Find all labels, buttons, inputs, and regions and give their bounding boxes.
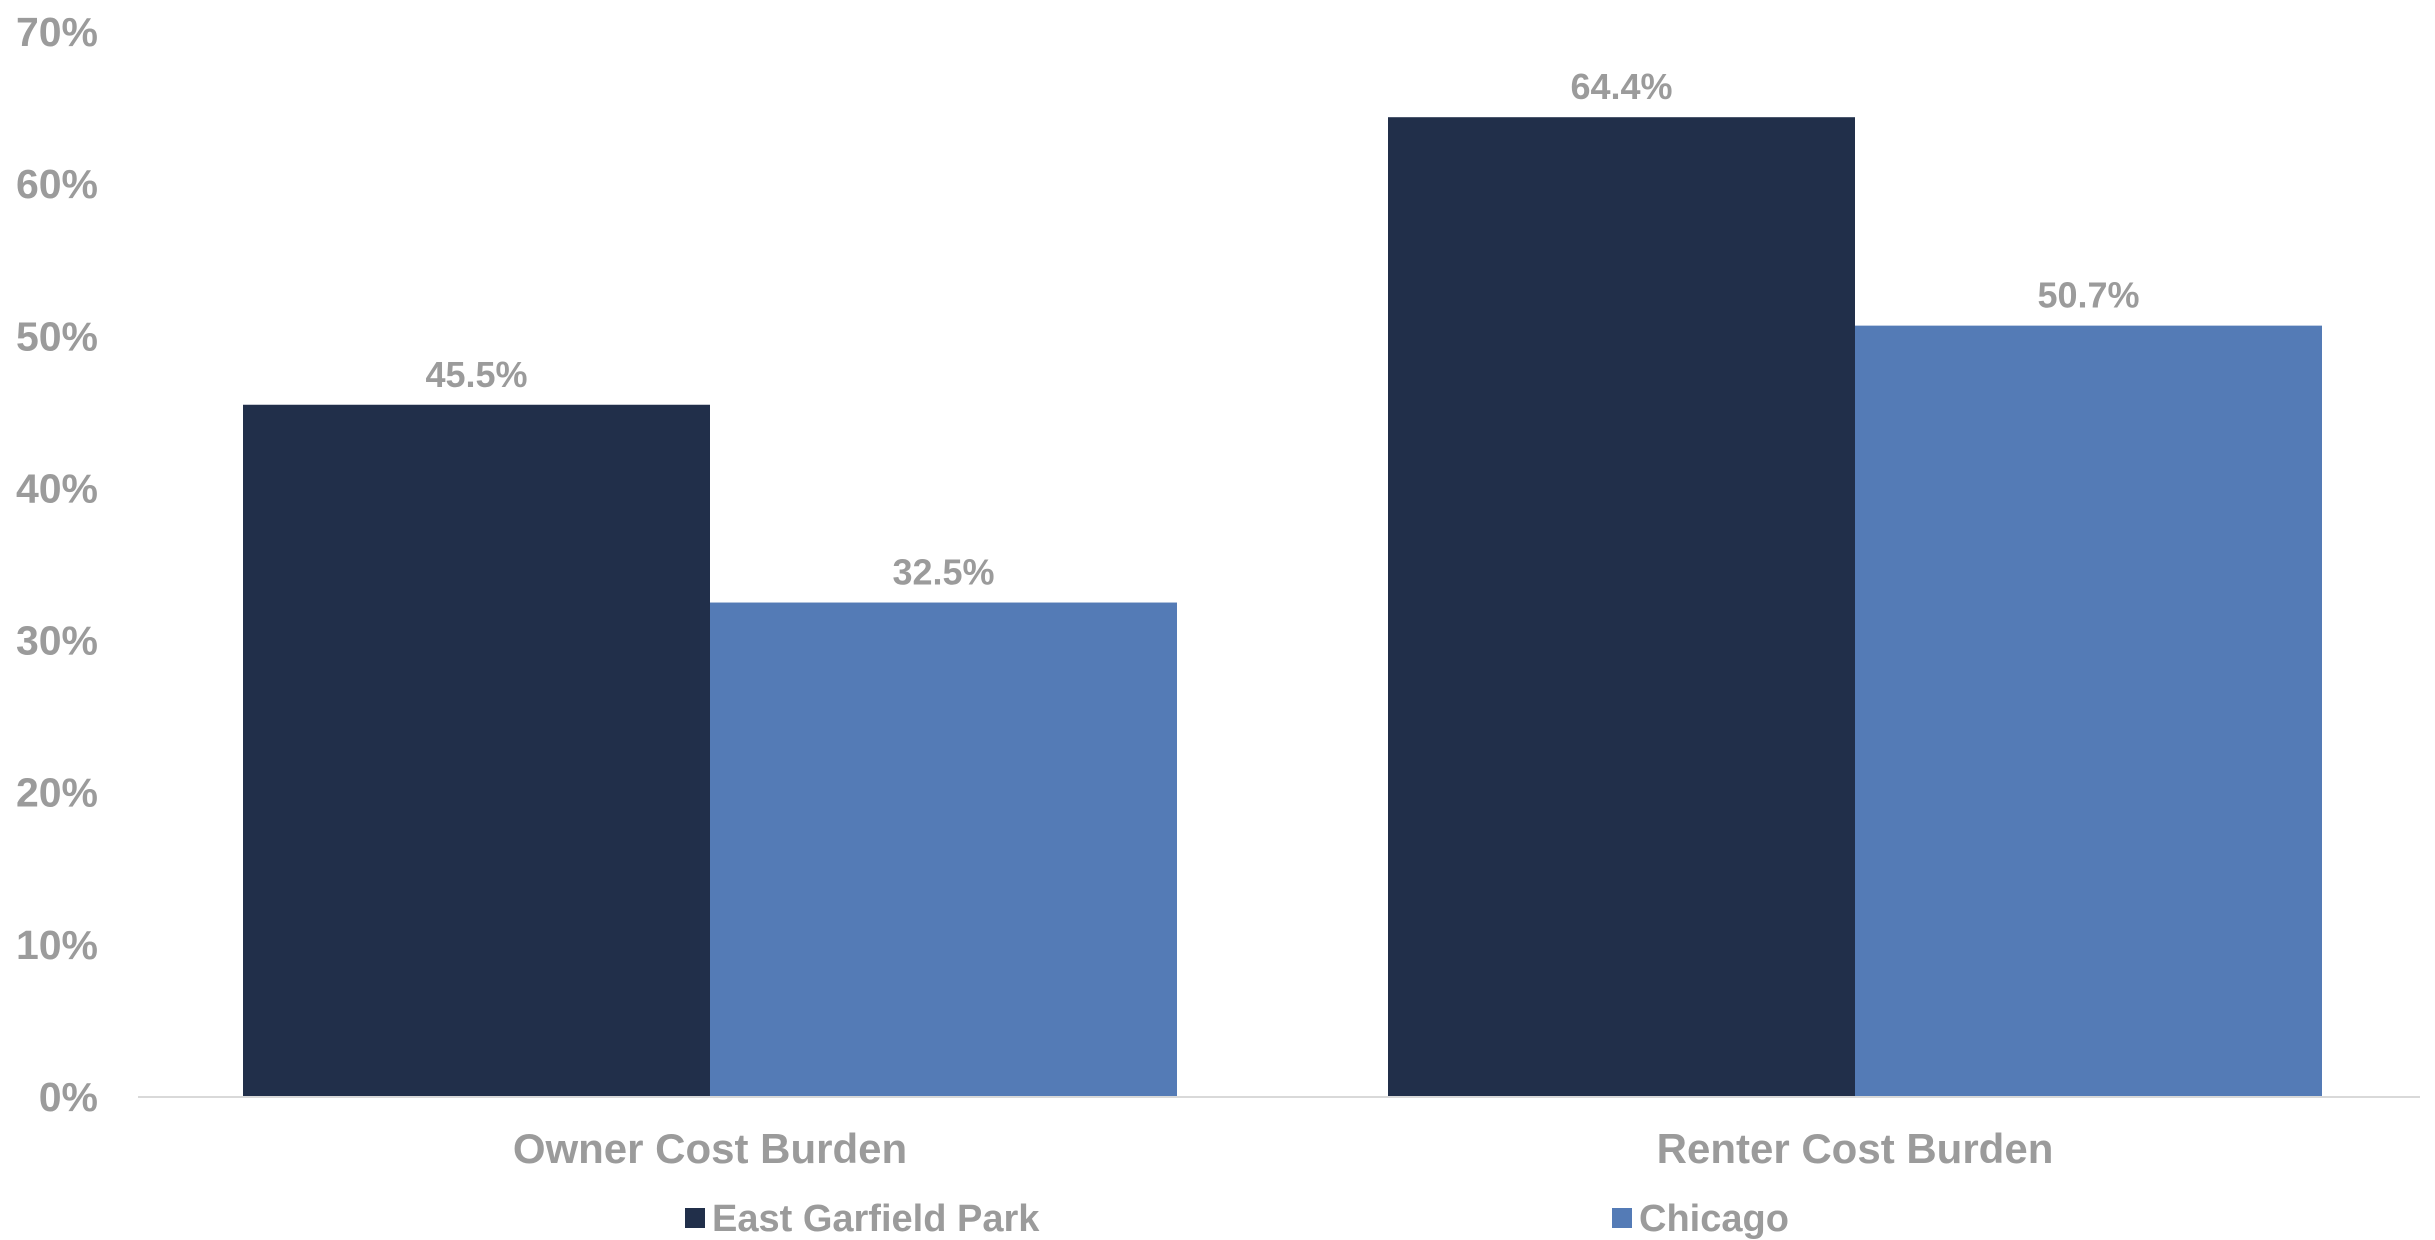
y-tick-label: 40% [16,465,98,511]
y-tick-label: 20% [16,770,98,816]
x-axis-category-labels: Owner Cost Burden Renter Cost Burden [513,1125,2054,1172]
y-tick-label: 50% [16,313,98,359]
y-tick-label: 10% [16,922,98,968]
data-labels: 45.5% 32.5% 64.4% 50.7% [425,66,2139,592]
y-axis-ticks: 0% 10% 20% 30% 40% 50% 60% 70% [16,9,98,1120]
bar [1388,117,1855,1097]
y-tick-label: 60% [16,161,98,207]
x-category-label: Renter Cost Burden [1657,1125,2054,1172]
legend-label: Chicago [1639,1198,1789,1240]
bar [1855,325,2322,1097]
bar [243,404,710,1097]
y-tick-label: 0% [39,1074,98,1120]
legend-label: East Garfield Park [712,1198,1040,1240]
y-tick-label: 30% [16,618,98,664]
bar-value-label: 32.5% [892,552,994,593]
bars [243,117,2322,1097]
legend-swatch [1612,1208,1632,1228]
y-tick-label: 70% [16,9,98,55]
bar-value-label: 50.7% [2037,275,2139,316]
bar [710,602,1177,1097]
legend: East Garfield Park Chicago [685,1198,1789,1240]
bar-value-label: 45.5% [425,354,527,395]
x-category-label: Owner Cost Burden [513,1125,907,1172]
legend-swatch [685,1208,705,1228]
bar-value-label: 64.4% [1570,66,1672,107]
